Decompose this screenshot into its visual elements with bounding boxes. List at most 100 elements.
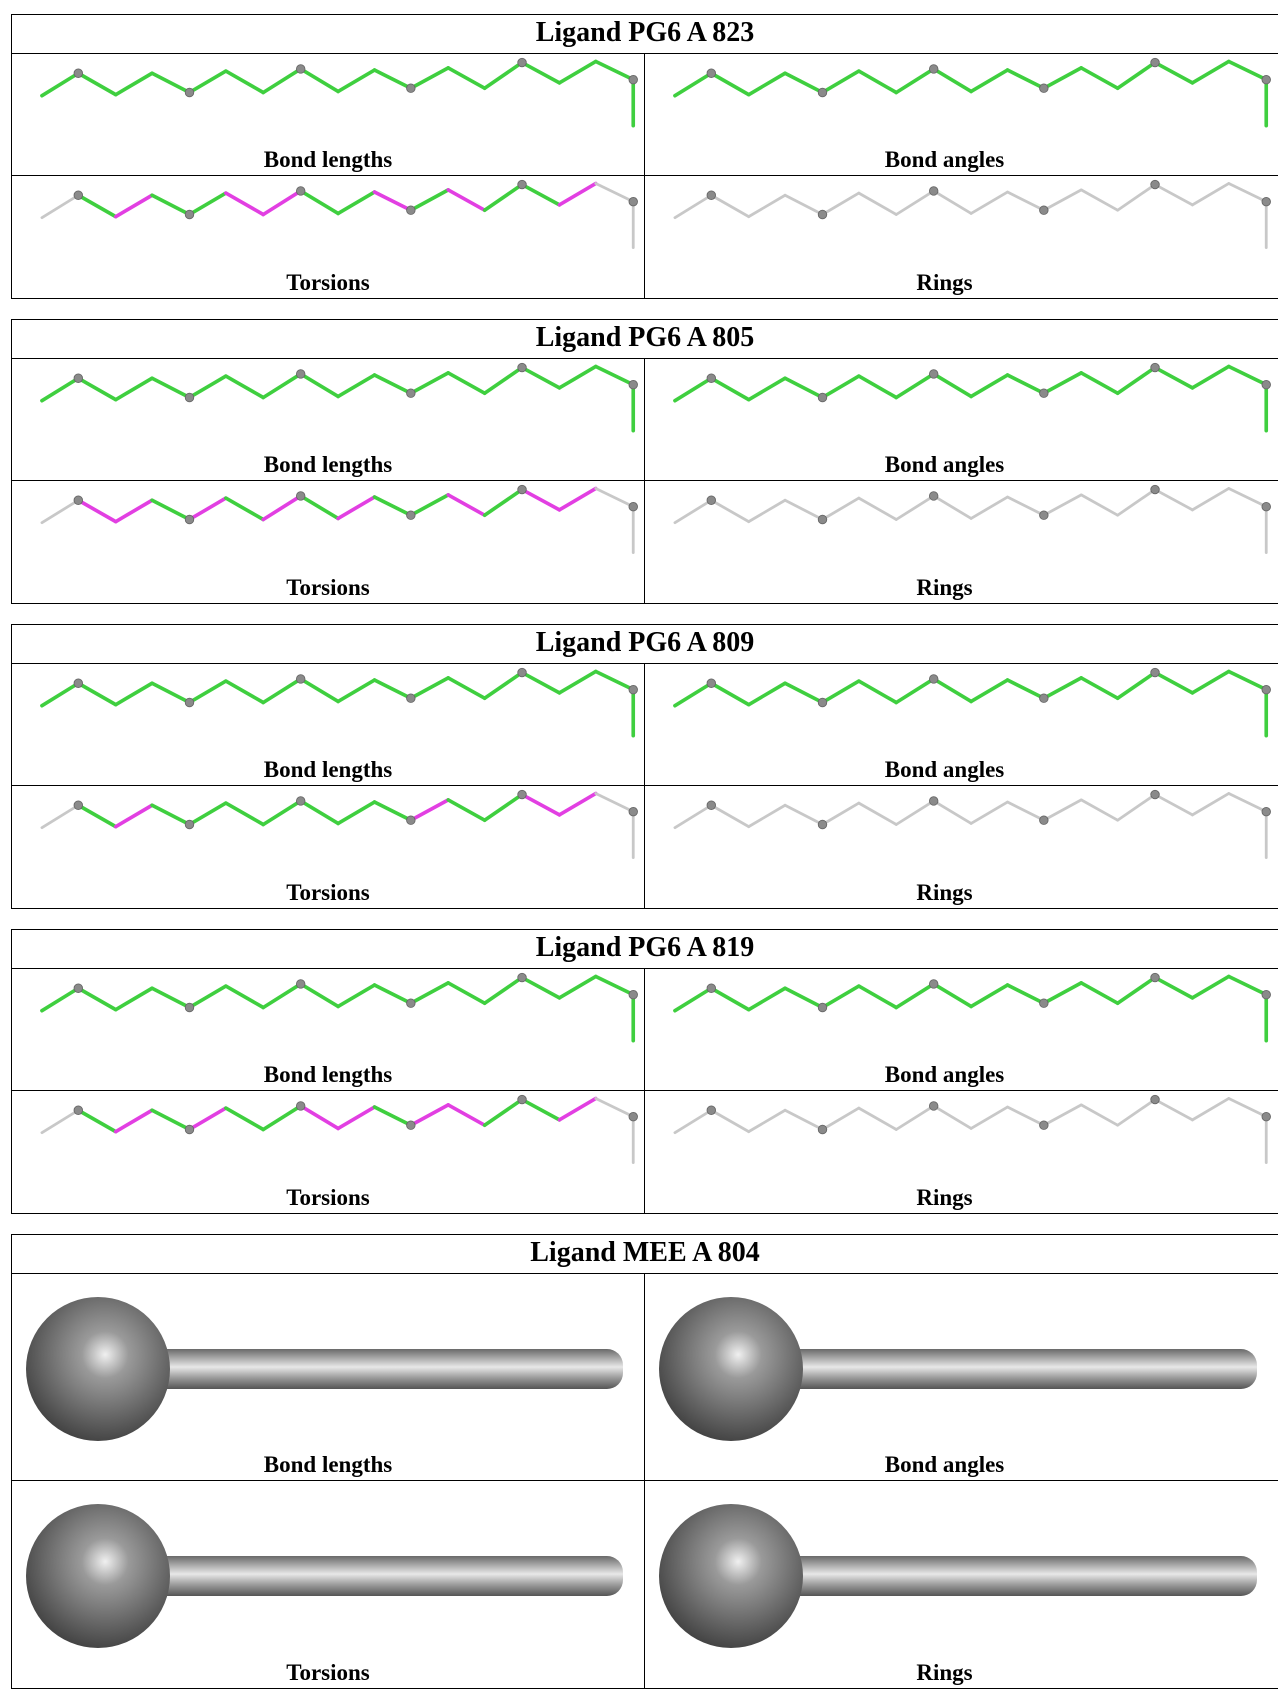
- molecule: [12, 359, 645, 434]
- panel-label: Bond angles: [645, 1452, 1244, 1478]
- bond: [749, 500, 785, 521]
- atom: [929, 980, 938, 989]
- bond: [374, 680, 410, 698]
- atom: [818, 88, 827, 97]
- molecule: [12, 1091, 645, 1166]
- table-cell: Rings: [645, 1091, 1278, 1213]
- bond: [78, 988, 115, 1009]
- panel-label: Rings: [645, 880, 1244, 906]
- atom: [929, 492, 938, 501]
- atom: [518, 180, 527, 189]
- atom: [296, 1102, 305, 1111]
- bond: [1192, 61, 1228, 82]
- bond: [1081, 678, 1117, 698]
- bond: [263, 496, 300, 520]
- bond: [485, 673, 522, 699]
- table-cell: Rings: [645, 176, 1278, 298]
- atom: [818, 515, 827, 524]
- bond: [1192, 793, 1228, 814]
- atom: [1151, 1095, 1160, 1104]
- table-cell: Bond lengths: [12, 664, 645, 785]
- bond: [189, 71, 225, 92]
- bond: [1118, 978, 1155, 1004]
- atom: [629, 990, 638, 999]
- atom: [518, 485, 527, 494]
- table-cell: Bond lengths: [12, 54, 645, 175]
- bond: [1044, 190, 1081, 210]
- bond: [1229, 488, 1266, 506]
- molecule: [12, 176, 645, 251]
- bond: [263, 1106, 300, 1130]
- bond: [1007, 497, 1043, 515]
- bond: [522, 978, 559, 998]
- bond: [559, 976, 595, 997]
- bond: [102, 1556, 623, 1596]
- bond: [596, 976, 633, 994]
- bond: [448, 800, 484, 820]
- bond: [485, 185, 522, 211]
- bond: [189, 803, 225, 824]
- bond: [596, 671, 633, 689]
- bond: [1081, 190, 1117, 210]
- bond: [78, 73, 115, 94]
- bond: [226, 376, 263, 397]
- bond: [896, 69, 933, 93]
- bond: [675, 988, 711, 1010]
- bond: [1007, 70, 1043, 88]
- panel-label: Bond lengths: [12, 147, 644, 173]
- atom: [818, 820, 827, 829]
- bond: [338, 192, 374, 213]
- atom: [407, 84, 416, 93]
- bond: [822, 193, 858, 214]
- atom: [707, 191, 716, 200]
- molecule: [12, 481, 645, 556]
- atom: [74, 69, 83, 78]
- bond: [749, 195, 785, 216]
- bond: [859, 71, 896, 92]
- molecule: [12, 664, 645, 739]
- bond: [485, 795, 522, 821]
- atom: [518, 668, 527, 677]
- bond: [735, 1349, 1257, 1389]
- bond: [934, 1106, 971, 1128]
- bond: [822, 376, 858, 397]
- bond: [1155, 978, 1192, 998]
- atom: [296, 370, 305, 379]
- bond: [1155, 185, 1192, 205]
- atom: [518, 790, 527, 799]
- bond: [1044, 678, 1081, 698]
- bond: [559, 488, 595, 509]
- atom: [1262, 75, 1271, 84]
- bond: [971, 802, 1007, 823]
- bond: [859, 193, 896, 214]
- bond: [711, 500, 748, 521]
- atom: [1040, 1121, 1049, 1130]
- bond: [749, 1110, 785, 1131]
- bond: [785, 1110, 822, 1129]
- atom: [185, 1125, 194, 1134]
- bond: [859, 498, 896, 519]
- bond: [859, 681, 896, 702]
- bond: [1118, 185, 1155, 211]
- atom: [1262, 685, 1271, 694]
- atom: [74, 496, 83, 505]
- bond: [301, 69, 338, 91]
- atom: [185, 1003, 194, 1012]
- table-cell: Torsions: [12, 176, 645, 298]
- bond: [559, 671, 595, 692]
- bond: [116, 500, 152, 521]
- bond: [785, 988, 822, 1007]
- table-cell: Bond angles: [645, 1274, 1278, 1480]
- atom: [707, 69, 716, 78]
- bond: [522, 673, 559, 693]
- bond: [485, 63, 522, 89]
- bond: [1192, 488, 1228, 509]
- bond: [1155, 1100, 1192, 1120]
- bond: [711, 195, 748, 216]
- bond: [1118, 490, 1155, 516]
